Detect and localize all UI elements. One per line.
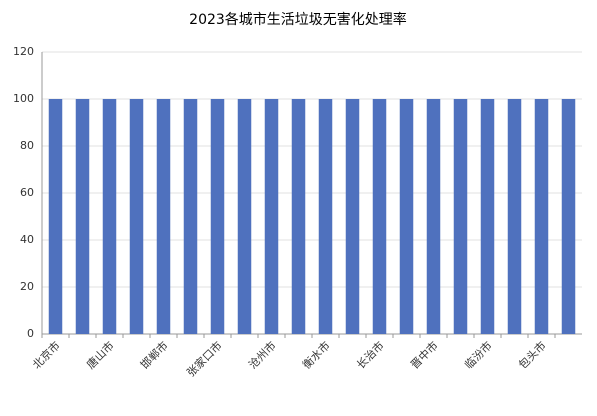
bar [345,99,360,334]
y-tick-label: 0 [27,327,34,340]
x-tick-label: 晋中市 [408,338,441,371]
x-tick-label: 北京市 [30,338,63,371]
bar [507,99,522,334]
x-tick-label: 沧州市 [246,338,279,371]
y-tick-label: 60 [20,186,34,199]
bar [291,99,306,334]
y-tick-label: 20 [20,280,34,293]
y-tick-label: 120 [13,45,34,58]
bar [102,99,117,334]
bar [210,99,225,334]
y-tick-label: 100 [13,92,34,105]
bar [480,99,495,334]
bar [534,99,549,334]
bar [48,99,63,334]
bar [237,99,252,334]
x-tick-label: 衡水市 [300,338,333,371]
y-tick-label: 40 [20,233,34,246]
bar [426,99,441,334]
x-tick-label: 临汾市 [462,338,495,371]
x-tick-label: 包头市 [516,338,549,371]
bar [561,99,576,334]
bar [129,99,144,334]
bar [399,99,414,334]
bar [264,99,279,334]
bar [75,99,90,334]
bar [372,99,387,334]
chart-title: 2023各城市生活垃圾无害化处理率 [189,11,407,28]
bar [183,99,198,334]
x-tick-label: 长治市 [354,338,387,371]
x-tick-label: 邯郸市 [138,338,171,371]
y-tick-label: 80 [20,139,34,152]
bar [318,99,333,334]
x-tick-label: 唐山市 [84,338,117,371]
bar [453,99,468,334]
x-tick-label: 张家口市 [184,338,225,379]
bar [156,99,171,334]
